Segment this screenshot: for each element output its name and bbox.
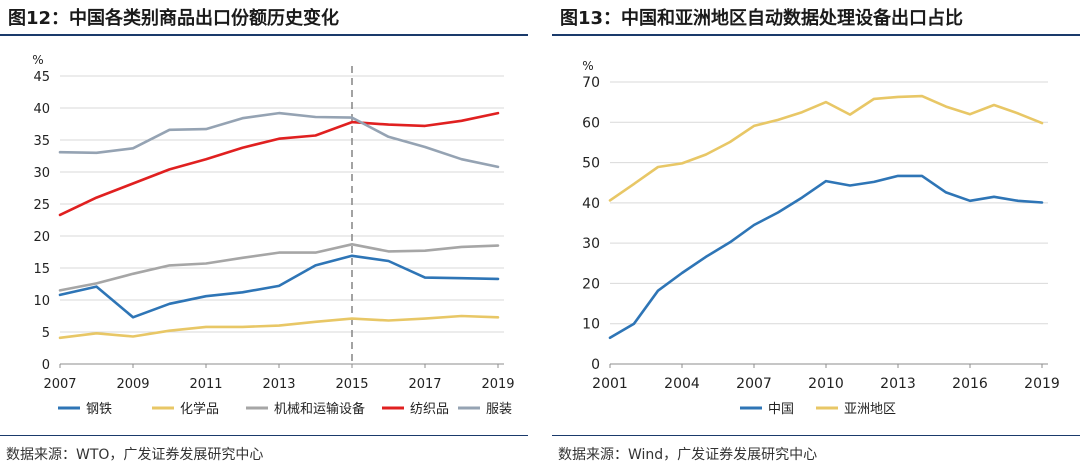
legend-label: 服装 [486, 402, 512, 417]
series-line-亚洲地区 [608, 94, 1044, 202]
x-tick-label: 2004 [664, 376, 700, 392]
legend-item: 纺织品 [382, 402, 449, 417]
y-tick-label: 10 [33, 294, 50, 309]
chart-title: 图12：中国各类别商品出口份额历史变化 [8, 8, 340, 29]
y-tick-label: 30 [582, 236, 600, 252]
x-tick-label: 2019 [481, 377, 514, 392]
legend: 钢铁 化学品 机械和运输设备 纺织品 服装 [58, 401, 512, 417]
chart-right-plot: % 0 10 20 30 40 50 60 70 2001 2004 2007 2010 2013 2016… [582, 59, 1060, 417]
y-tick-label: 20 [33, 230, 50, 245]
legend-label: 钢铁 [86, 402, 112, 417]
legend-label: 化学品 [180, 401, 219, 417]
series-line-纺织品 [58, 111, 500, 217]
series-line-化学品 [58, 314, 500, 340]
x-tick-label: 2011 [189, 377, 222, 392]
chart-source: 数据来源：WTO，广发证券发展研究中心 [6, 447, 264, 463]
x-tick-label: 2013 [880, 376, 916, 392]
x-tick-label: 2007 [736, 376, 772, 392]
source-rule [552, 435, 1080, 436]
y-tick-label: 35 [33, 134, 50, 149]
legend: 中国 亚洲地区 [740, 402, 896, 417]
legend-item: 钢铁 [58, 402, 112, 417]
series-line-机械和运输设备 [58, 243, 500, 292]
legend-item: 化学品 [152, 401, 219, 417]
x-tick-label: 2016 [952, 376, 988, 392]
y-tick-label: 20 [582, 276, 600, 292]
y-tick-label: 40 [33, 102, 50, 117]
y-tick-label: 60 [582, 115, 600, 131]
chart-panel-right: 图13：中国和亚洲地区自动数据处理设备出口占比 % 0 10 20 30 40 50 60 70… [552, 0, 1080, 471]
x-tick-label: 2010 [808, 376, 844, 392]
y-tick-label: 25 [33, 198, 50, 213]
y-tick-label: 30 [33, 166, 50, 181]
x-tick-label: 2001 [592, 376, 628, 392]
chart-source: 数据来源：Wind，广发证券发展研究中心 [558, 447, 818, 463]
y-tick-label: 10 [582, 317, 600, 333]
x-tick-label: 2017 [408, 377, 441, 392]
y-tick-label: 5 [42, 326, 50, 341]
x-tick-label: 2007 [43, 377, 76, 392]
y-tick-label: 45 [33, 70, 50, 85]
legend-label: 中国 [768, 402, 794, 417]
chart-panel-left: 图12：中国各类别商品出口份额历史变化 % 0 5 10 15 20 25 30 35 40 45 2… [0, 0, 528, 471]
y-tick-label: 70 [582, 75, 600, 91]
legend-item: 服装 [458, 402, 512, 417]
legend-label: 机械和运输设备 [274, 401, 365, 417]
series-line-服装 [58, 111, 500, 169]
title-rule [0, 34, 528, 36]
x-tick-label: 2009 [116, 377, 149, 392]
legend-item: 机械和运输设备 [246, 401, 365, 417]
x-tick-label: 2019 [1024, 376, 1060, 392]
x-tick-label: 2013 [262, 377, 295, 392]
y-tick-label: 0 [42, 358, 50, 373]
y-unit-label: % [582, 59, 593, 73]
chart-title: 图13：中国和亚洲地区自动数据处理设备出口占比 [560, 8, 964, 29]
source-rule [0, 435, 528, 436]
y-tick-label: 15 [33, 262, 50, 277]
y-unit-label: % [32, 53, 43, 67]
y-tick-label: 0 [591, 357, 600, 373]
legend-label: 纺织品 [410, 402, 449, 417]
legend-item: 亚洲地区 [816, 402, 896, 417]
series-line-钢铁 [58, 254, 500, 319]
legend-item: 中国 [740, 402, 794, 417]
y-tick-label: 50 [582, 156, 600, 172]
series-line-中国 [608, 174, 1044, 340]
legend-label: 亚洲地区 [844, 402, 896, 417]
chart-left-plot: % 0 5 10 15 20 25 30 35 40 45 2007 2009 2011 2013 2015 2… [32, 53, 514, 417]
y-tick-label: 40 [582, 196, 600, 212]
x-tick-label: 2015 [335, 377, 368, 392]
title-rule [552, 34, 1080, 36]
